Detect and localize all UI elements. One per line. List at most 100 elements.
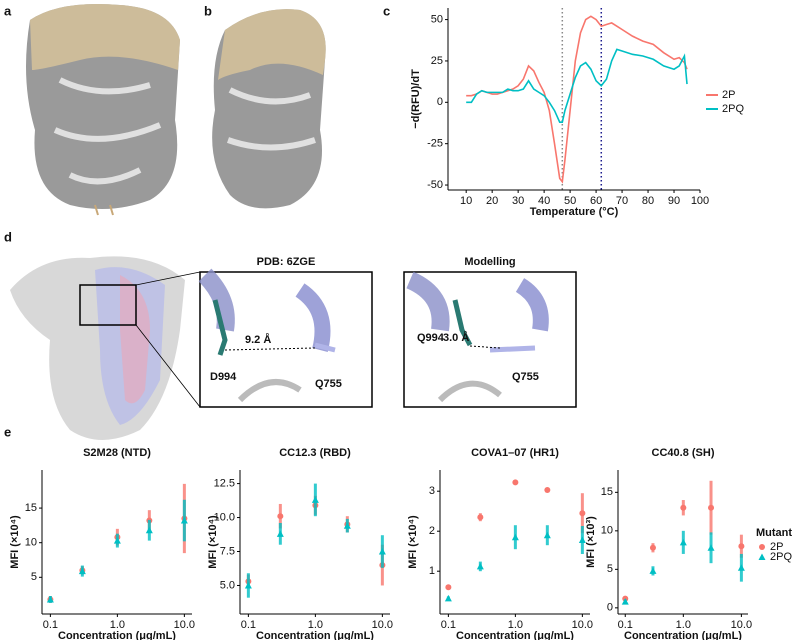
point (378, 548, 386, 555)
x-tick-label: 40 (538, 195, 550, 207)
x-tick-label: 1.0 (110, 619, 125, 631)
point (708, 504, 715, 511)
x-tick-label: 0.1 (441, 619, 456, 631)
x-tick-label: 70 (616, 195, 628, 207)
legend-label: 2PQ (722, 103, 744, 115)
point (737, 564, 745, 571)
chart-title: S2M28 (NTD) (83, 447, 151, 459)
y-tick-label: 10 (601, 525, 613, 537)
panel-label: c (383, 3, 390, 18)
y-tick-label: 5.0 (220, 579, 235, 591)
y-tick-label: 25 (431, 55, 443, 67)
x-tick-label: 0.1 (618, 619, 633, 631)
point (512, 479, 519, 486)
panel-label: d (4, 229, 12, 244)
y-tick-label: 5 (607, 563, 613, 575)
structure-d (10, 256, 201, 440)
y-tick-label: 15 (601, 486, 613, 498)
point (276, 530, 284, 537)
panel-label: e (4, 424, 11, 439)
x-tick-label: 1.0 (308, 619, 323, 631)
point (78, 567, 86, 575)
point (444, 594, 452, 602)
point (511, 533, 519, 541)
x-axis-label: Concentration (μg/mL) (256, 630, 374, 640)
y-tick-label: 7.5 (220, 545, 235, 557)
y-tick-label: 50 (431, 13, 443, 25)
point (244, 581, 252, 589)
panel-label: b (204, 3, 212, 18)
x-tick-label: 10.0 (731, 619, 752, 631)
distance-label: 9.2 Å (245, 333, 271, 346)
legend-marker (759, 544, 765, 550)
point (543, 531, 551, 539)
point (46, 595, 54, 603)
residue-label: Q755 (512, 371, 539, 383)
y-tick-label: 2 (429, 525, 435, 537)
y-tick-label: 15 (25, 502, 37, 514)
y-tick-label: -50 (427, 179, 443, 191)
x-axis-label: Concentration (μg/mL) (624, 630, 742, 640)
point (476, 562, 484, 570)
x-tick-label: 10.0 (572, 619, 593, 631)
chart-title: COVA1–07 (HR1) (471, 447, 559, 459)
chart-title: CC40.8 (SH) (652, 447, 715, 459)
point (445, 584, 452, 591)
point (649, 567, 657, 574)
y-axis-label: MFI (×10³) (585, 516, 597, 568)
point (649, 544, 656, 551)
y-axis-label: −d(RFU)/dT (410, 69, 422, 129)
legend-label: 2P (770, 541, 783, 553)
point (579, 510, 586, 517)
x-axis-label: Concentration (μg/mL) (58, 630, 176, 640)
x-tick-label: 10.0 (174, 619, 195, 631)
distance-label: 3.0 Å (443, 331, 469, 344)
x-axis-label: Temperature (°C) (530, 206, 619, 218)
data-line (466, 48, 688, 123)
y-tick-label: 10.0 (214, 511, 235, 523)
x-tick-label: 60 (590, 195, 602, 207)
residue-label: Q755 (315, 378, 342, 390)
y-tick-label: 3 (429, 485, 435, 497)
point (707, 544, 715, 551)
x-tick-label: 0.1 (241, 619, 256, 631)
inset-title: PDB: 6ZGE (257, 256, 316, 268)
chart-title: CC12.3 (RBD) (279, 447, 351, 459)
point (343, 522, 351, 529)
x-tick-label: 30 (512, 195, 524, 207)
panel-label: a (4, 3, 12, 18)
point (311, 496, 319, 503)
y-axis-label: MFI (×10⁴) (207, 515, 219, 569)
y-tick-label: 0 (607, 602, 613, 614)
x-tick-label: 1.0 (508, 619, 523, 631)
x-tick-label: 90 (668, 195, 680, 207)
y-axis-label: MFI (×10⁴) (407, 515, 419, 569)
structure-b (212, 9, 326, 209)
y-tick-label: 12.5 (214, 477, 235, 489)
x-tick-label: 100 (691, 195, 709, 207)
x-tick-label: 50 (564, 195, 576, 207)
point (477, 514, 484, 521)
x-tick-label: 1.0 (676, 619, 691, 631)
inset-pdb: PDB: 6ZGE D994 9.2 Å Q755 (198, 256, 373, 408)
x-tick-label: 20 (486, 195, 498, 207)
y-axis-label: MFI (×10⁴) (9, 515, 21, 569)
point (113, 537, 121, 544)
legend-marker (758, 553, 766, 560)
legend-label: 2PQ (770, 551, 792, 563)
point (738, 543, 745, 550)
residue-label: Q994 (417, 332, 445, 344)
point (277, 513, 284, 520)
y-tick-label: 0 (437, 96, 443, 108)
x-tick-label: 10.0 (372, 619, 393, 631)
point (679, 538, 687, 546)
y-tick-label: 1 (429, 565, 435, 577)
point (680, 504, 687, 511)
inset-title: Modelling (464, 256, 515, 268)
x-tick-label: 0.1 (43, 619, 58, 631)
point (621, 598, 629, 605)
data-line (466, 15, 688, 184)
point (578, 536, 586, 543)
